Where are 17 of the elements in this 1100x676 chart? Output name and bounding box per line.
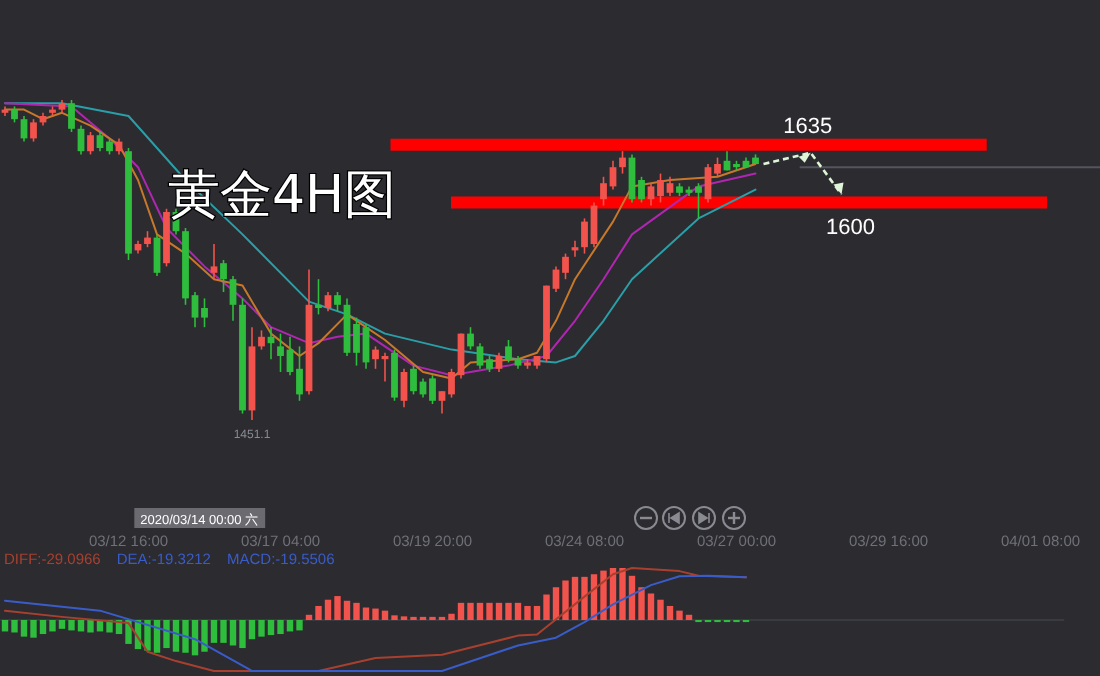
candlestick xyxy=(30,118,37,143)
candlestick xyxy=(391,348,398,402)
candlestick xyxy=(467,326,474,351)
candlestick xyxy=(87,131,94,156)
candlestick xyxy=(505,339,512,364)
annotation: 1600 xyxy=(825,216,875,241)
candlestick xyxy=(324,291,332,312)
candlestick xyxy=(258,329,265,351)
candlestick xyxy=(334,291,341,312)
annotation: 1635 xyxy=(783,114,833,139)
candlestick xyxy=(495,352,503,373)
candlestick xyxy=(220,259,227,293)
candlestick xyxy=(210,243,218,280)
candlestick xyxy=(229,275,237,322)
candlestick xyxy=(315,278,322,316)
candlestick xyxy=(619,150,626,175)
candlestick xyxy=(68,99,75,133)
